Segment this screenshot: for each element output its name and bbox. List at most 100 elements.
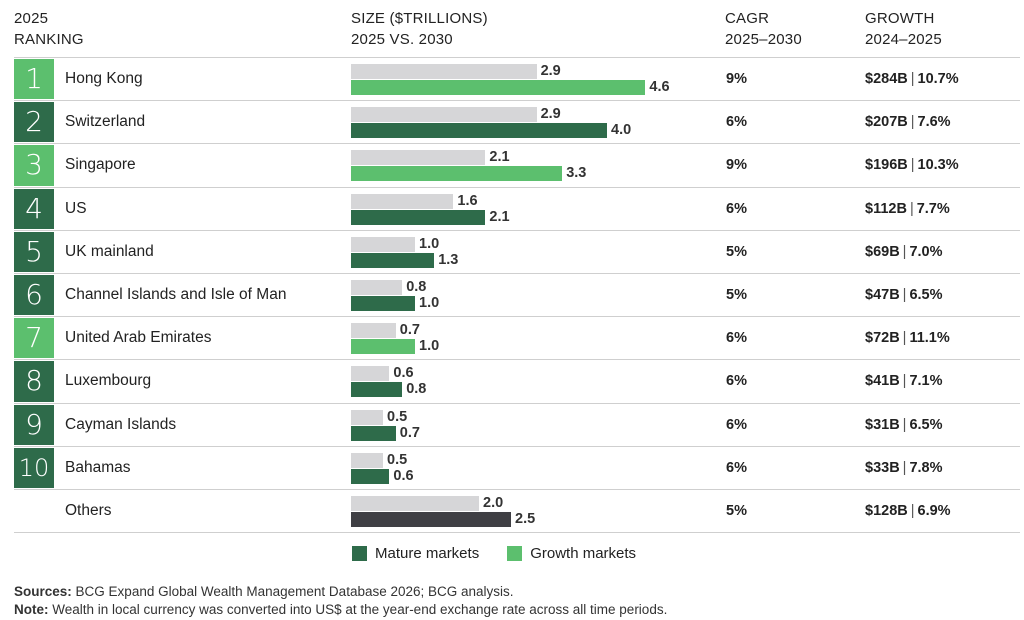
country-label: Cayman Islands	[65, 415, 177, 433]
cagr-value: 5%	[726, 286, 747, 303]
growth-percent: 7.6%	[917, 114, 951, 131]
value-label-2025: 0.8	[406, 278, 427, 295]
value-label-2025: 0.5	[387, 451, 408, 468]
sources-label: Sources:	[14, 584, 72, 599]
bar-group: 0.8 1.0	[351, 278, 711, 312]
growth-value: $41B | 7.1%	[865, 373, 943, 389]
country-label: Switzerland	[65, 113, 146, 131]
country-label: United Arab Emirates	[65, 329, 212, 347]
country-label: Singapore	[65, 156, 136, 174]
table-row: Others 2.0 2.5 5% $128B | 6.9%	[14, 490, 1020, 534]
bar-group: 2.9 4.6	[351, 63, 711, 96]
bar-group: 0.6 0.8	[351, 365, 711, 398]
growth-separator: |	[902, 286, 907, 303]
growth-value: $47B | 6.5%	[865, 287, 943, 303]
country-label: Others	[65, 501, 112, 519]
cagr-value: 5%	[726, 243, 747, 260]
growth-absolute: $31B	[865, 416, 900, 433]
growth-value: $284B | 10.7%	[865, 71, 959, 87]
bar-group: 2.1 3.3	[351, 149, 711, 182]
rank-badge: 6	[14, 274, 54, 316]
note-text: Wealth in local currency was converted i…	[52, 602, 668, 617]
table-row: 5 UK mainland 1.0 1.3 5% $69B | 7.0%	[14, 231, 1020, 274]
bar-2030	[351, 425, 396, 441]
bar-2025	[351, 107, 537, 123]
cagr-value: 6%	[726, 373, 747, 390]
growth-header-line2: 2024–2025	[865, 31, 942, 48]
growth-header-line1: GROWTH	[865, 10, 935, 27]
bar-group: 0.5 0.7	[351, 408, 711, 442]
country-label: Channel Islands and Isle of Man	[65, 285, 287, 303]
value-label-2030: 1.3	[438, 251, 459, 268]
note-line: Note: Wealth in local currency was conve…	[14, 601, 667, 619]
cagr-header-line1: CAGR	[725, 10, 770, 27]
value-label-2025: 1.6	[457, 192, 478, 209]
ranking-header-line1: 2025	[14, 10, 49, 27]
table-row: 2 Switzerland 2.9 4.0 6% $207B | 7.6%	[14, 101, 1020, 145]
value-label-2025: 0.6	[393, 365, 414, 382]
rank-badge: 7	[14, 318, 54, 359]
growth-absolute: $47B	[865, 286, 900, 303]
rank-badge: 2	[14, 102, 54, 143]
size-header-line2: 2025 VS. 2030	[351, 31, 453, 48]
growth-absolute: $284B	[865, 71, 908, 87]
value-label-2025: 0.5	[387, 408, 408, 425]
bar-2030	[351, 468, 390, 484]
rank-badge: 3	[14, 145, 54, 186]
growth-value: $207B | 7.6%	[865, 114, 951, 130]
rank-badge: 9	[14, 404, 54, 445]
cagr-value: 6%	[726, 330, 747, 347]
growth-value: $69B | 7.0%	[865, 244, 943, 260]
bar-2030	[351, 123, 607, 139]
ranking-header: 2025 RANKING	[14, 8, 84, 50]
growth-value: $196B | 10.3%	[865, 157, 959, 173]
growth-percent: 6.5%	[909, 286, 943, 303]
table-row: 3 Singapore 2.1 3.3 9% $196B | 10.3%	[14, 144, 1020, 188]
sources-line: Sources: BCG Expand Global Wealth Manage…	[14, 583, 667, 601]
size-header: SIZE ($TRILLIONS) 2025 VS. 2030	[351, 8, 488, 50]
growth-percent: 7.8%	[909, 459, 943, 476]
value-label-2030: 1.0	[419, 338, 440, 355]
ranking-table: 1 Hong Kong 2.9 4.6 9% $284B | 10.7% 2 Switzerlan…	[14, 57, 1020, 534]
bar-2030	[351, 252, 435, 268]
growth-percent: 10.7%	[917, 71, 959, 87]
value-label-2025: 2.9	[540, 63, 561, 79]
value-label-2030: 2.1	[489, 208, 510, 225]
growth-separator: |	[909, 200, 914, 217]
value-label-2030: 0.8	[406, 381, 427, 398]
rank-badge: 10	[14, 447, 54, 488]
bar-2030	[351, 511, 511, 527]
growth-separator: |	[902, 459, 907, 476]
bar-2030	[351, 80, 646, 95]
rank-badge: 1	[14, 59, 54, 100]
bar-2025	[351, 452, 383, 468]
country-label: Hong Kong	[65, 70, 143, 87]
legend-swatch-mature	[352, 546, 367, 561]
legend-item-growth: Growth markets	[507, 545, 636, 562]
bar-group: 1.6 2.1	[351, 192, 711, 226]
value-label-2025: 1.0	[419, 235, 440, 252]
country-label: Luxembourg	[65, 372, 152, 390]
table-row: 9 Cayman Islands 0.5 0.7 6% $31B | 6.5%	[14, 404, 1020, 447]
cagr-value: 5%	[726, 502, 747, 519]
table-row: 8 Luxembourg 0.6 0.8 6% $41B | 7.1%	[14, 360, 1020, 404]
value-label-2030: 0.6	[393, 467, 414, 484]
legend-label-growth: Growth markets	[530, 545, 637, 562]
cagr-header: CAGR 2025–2030	[725, 8, 802, 50]
growth-separator: |	[902, 416, 907, 433]
growth-separator: |	[902, 373, 907, 390]
growth-separator: |	[910, 114, 915, 131]
country-label: Bahamas	[65, 458, 131, 476]
bar-group: 0.7 1.0	[351, 322, 711, 355]
bar-2025	[351, 236, 415, 252]
bar-2025	[351, 409, 383, 425]
bar-2025	[351, 323, 396, 339]
growth-separator: |	[902, 330, 907, 347]
bar-2030	[351, 339, 415, 355]
bar-group: 2.0 2.5	[351, 495, 711, 528]
rank-badge	[14, 491, 54, 531]
growth-separator: |	[910, 157, 915, 174]
ranking-header-line2: RANKING	[14, 31, 84, 48]
value-label-2030: 4.0	[611, 122, 632, 139]
growth-percent: 7.0%	[909, 243, 943, 260]
